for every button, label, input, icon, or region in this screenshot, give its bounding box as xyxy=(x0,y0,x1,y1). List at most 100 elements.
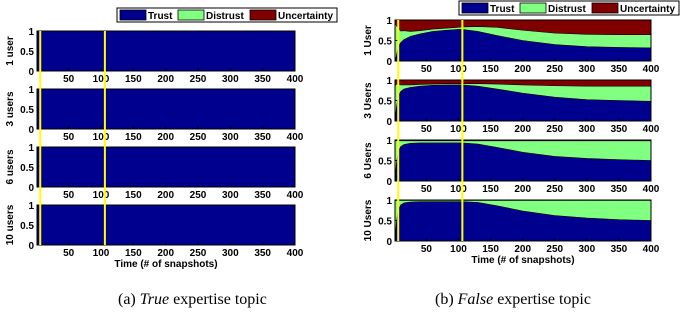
x-tick-label: 150 xyxy=(125,190,142,201)
x-tick-label: 50 xyxy=(421,184,433,195)
x-tick-label: 200 xyxy=(514,124,531,135)
legend-label-distrust: Distrust xyxy=(548,4,586,15)
y-axis-label: 10 Users xyxy=(363,199,374,241)
caption-a-label: (a) xyxy=(118,291,136,308)
y-axis-label: 1 user xyxy=(5,36,16,66)
x-tick-label: 250 xyxy=(190,132,207,143)
legend-swatch-distrust xyxy=(519,2,547,14)
y-tick-label: 0 xyxy=(386,117,392,128)
x-tick-label: 50 xyxy=(63,132,75,143)
caption-b: (b) False expertise topic xyxy=(435,291,591,309)
x-tick-label: 200 xyxy=(157,190,174,201)
legend-label-trust: Trust xyxy=(148,11,173,22)
y-tick-label: 0.5 xyxy=(378,37,392,48)
trust-area xyxy=(36,204,296,246)
x-tick-label: 350 xyxy=(611,124,628,135)
x-tick-label: 250 xyxy=(190,74,207,85)
x-tick-label: 250 xyxy=(190,248,207,259)
caption-b-emph: False xyxy=(457,291,494,308)
y-axis-label: 10 users xyxy=(5,204,16,245)
y-tick-label: 0 xyxy=(28,241,34,252)
x-tick-label: 400 xyxy=(643,184,660,195)
x-tick-label: 250 xyxy=(546,64,563,75)
legend-label-trust: Trust xyxy=(490,4,515,15)
legend-swatch-uncertainty xyxy=(591,2,619,14)
x-tick-label: 400 xyxy=(643,244,660,255)
x-tick-label: 300 xyxy=(578,64,595,75)
x-tick-label: 200 xyxy=(514,244,531,255)
trust-area xyxy=(36,88,296,130)
y-tick-label: 0.5 xyxy=(20,221,34,232)
x-tick-label: 150 xyxy=(482,64,499,75)
x-tick-label: 350 xyxy=(254,74,271,85)
trust-area xyxy=(36,30,296,72)
y-tick-label: 1 xyxy=(28,143,34,154)
x-axis-label: Time (# of snapshots) xyxy=(114,259,217,270)
legend: Trust Distrust Uncertainty xyxy=(116,7,338,23)
trust-area xyxy=(36,146,296,188)
x-tick-label: 300 xyxy=(578,244,595,255)
x-tick-label: 400 xyxy=(287,190,304,201)
legend-label-distrust: Distrust xyxy=(206,11,244,22)
caption-b-rest: expertise topic xyxy=(497,291,591,308)
y-tick-label: 0 xyxy=(28,183,34,194)
x-tick-label: 50 xyxy=(63,74,75,85)
x-tick-label: 400 xyxy=(287,132,304,143)
y-tick-label: 0.5 xyxy=(378,157,392,168)
y-tick-label: 1 xyxy=(386,16,392,27)
x-tick-label: 150 xyxy=(482,244,499,255)
y-tick-label: 0 xyxy=(386,57,392,68)
caption-a-emph: True xyxy=(139,291,170,308)
x-tick-label: 300 xyxy=(222,248,239,259)
x-tick-label: 350 xyxy=(254,132,271,143)
trust-area xyxy=(394,29,652,62)
legend-label-uncertainty: Uncertainty xyxy=(620,4,675,15)
x-tick-label: 150 xyxy=(125,74,142,85)
x-tick-label: 200 xyxy=(157,74,174,85)
legend: Trust Distrust Uncertainty xyxy=(458,0,680,16)
x-tick-label: 50 xyxy=(421,244,433,255)
x-tick-label: 400 xyxy=(287,248,304,259)
y-axis-label: 1 User xyxy=(363,25,374,56)
x-tick-label: 400 xyxy=(287,74,304,85)
x-tick-label: 100 xyxy=(450,184,467,195)
x-tick-label: 300 xyxy=(578,124,595,135)
y-tick-label: 1 xyxy=(28,201,34,212)
x-tick-label: 250 xyxy=(546,184,563,195)
x-tick-label: 100 xyxy=(450,64,467,75)
x-tick-label: 150 xyxy=(482,124,499,135)
legend-swatch-distrust xyxy=(177,9,205,21)
y-axis-label: 6 users xyxy=(5,149,16,184)
x-tick-label: 100 xyxy=(93,132,110,143)
x-tick-label: 100 xyxy=(93,248,110,259)
caption-b-label: (b) xyxy=(435,291,454,308)
x-tick-label: 50 xyxy=(421,64,433,75)
x-tick-label: 350 xyxy=(611,184,628,195)
x-tick-label: 200 xyxy=(157,132,174,143)
legend-label-uncertainty: Uncertainty xyxy=(278,11,333,22)
y-tick-label: 0 xyxy=(28,125,34,136)
x-tick-label: 200 xyxy=(514,184,531,195)
y-tick-label: 0 xyxy=(386,237,392,248)
x-tick-label: 250 xyxy=(190,190,207,201)
x-tick-label: 50 xyxy=(63,190,75,201)
caption-a: (a) True expertise topic xyxy=(118,291,267,309)
y-axis-label: 3 Users xyxy=(363,82,374,119)
x-tick-label: 100 xyxy=(93,190,110,201)
x-tick-label: 400 xyxy=(643,64,660,75)
y-tick-label: 0.5 xyxy=(20,105,34,116)
x-tick-label: 50 xyxy=(421,124,433,135)
legend-swatch-trust xyxy=(119,9,147,21)
x-tick-label: 350 xyxy=(611,244,628,255)
y-axis-label: 6 Users xyxy=(363,142,374,179)
x-axis-label: Time (# of snapshots) xyxy=(471,255,574,266)
y-tick-label: 1 xyxy=(386,76,392,87)
